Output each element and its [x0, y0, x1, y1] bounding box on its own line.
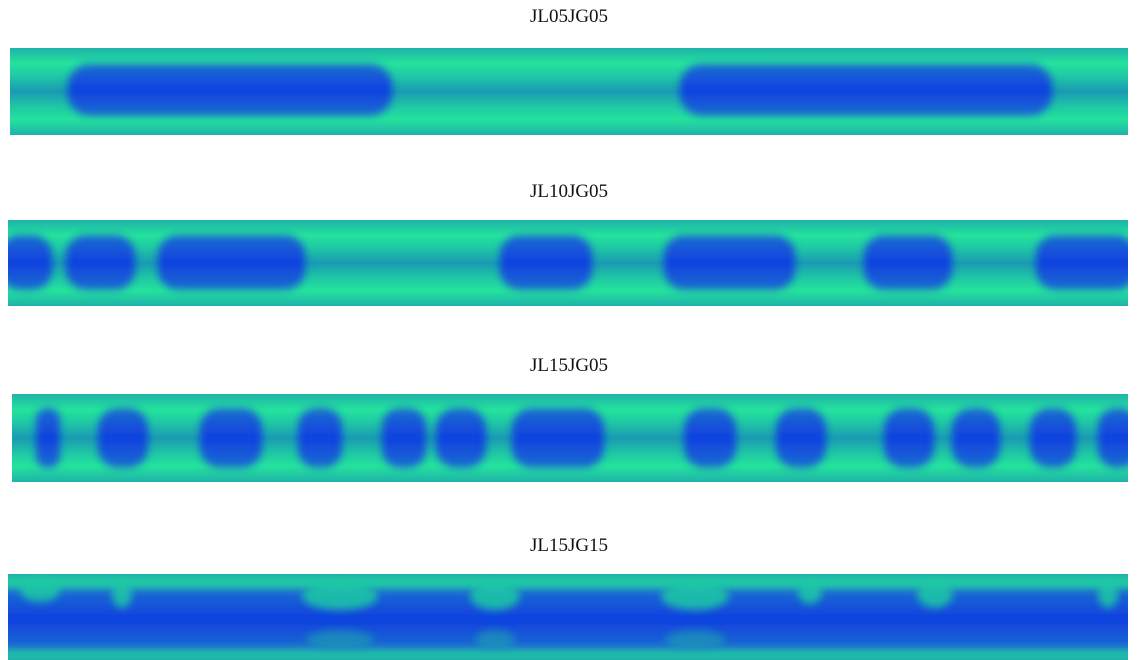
heatmap-strip — [0, 220, 1136, 306]
heatmap-strip — [12, 394, 1138, 482]
panel-title: JL15JG15 — [530, 535, 608, 556]
heatmap-strip — [0, 574, 1138, 660]
panel-title: JL15JG05 — [530, 355, 608, 376]
panel-title: JL05JG05 — [530, 6, 608, 27]
heatmap-strip — [10, 48, 1128, 135]
panel-title: JL10JG05 — [530, 181, 608, 202]
figure: JL05JG05 JL10JG05 JL15JG05 — [0, 0, 1138, 660]
page: JL05JG05 JL10JG05 JL15JG05 — [0, 0, 1138, 660]
